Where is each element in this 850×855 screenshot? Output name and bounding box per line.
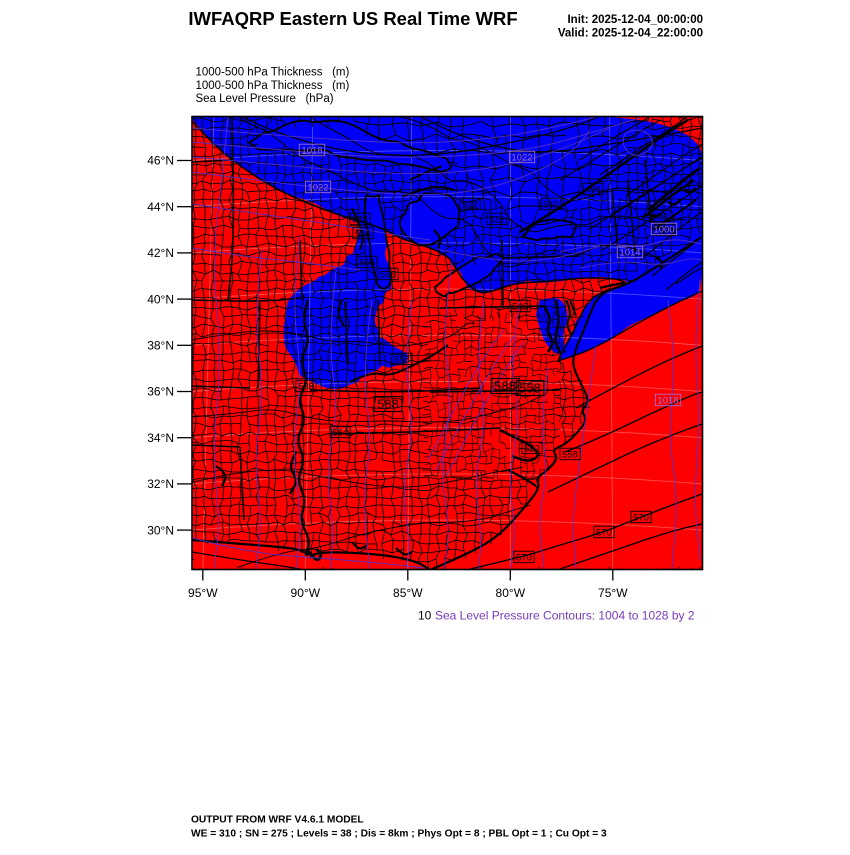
svg-text:488: 488	[652, 211, 668, 222]
svg-text:588: 588	[377, 397, 399, 412]
svg-text:500: 500	[658, 225, 674, 236]
svg-text:1022: 1022	[511, 152, 532, 163]
svg-text:Valid: 2025-12-04_22:00:00: Valid: 2025-12-04_22:00:00	[558, 28, 703, 40]
svg-text:90°W: 90°W	[291, 586, 321, 600]
svg-text:85°W: 85°W	[393, 586, 423, 600]
svg-text:OUTPUT FROM WRF V4.6.1 MODEL: OUTPUT FROM WRF V4.6.1 MODEL	[191, 815, 364, 826]
svg-text:554: 554	[355, 228, 371, 239]
svg-text:38°N: 38°N	[147, 339, 174, 353]
svg-text:588: 588	[494, 379, 516, 394]
svg-text:34°N: 34°N	[147, 431, 174, 445]
svg-text:1000: 1000	[653, 224, 674, 235]
svg-text:44°N: 44°N	[147, 200, 174, 214]
svg-text:Sea Level Pressure Contours: 1: Sea Level Pressure Contours: 1004 to 102…	[435, 609, 695, 623]
svg-text:570: 570	[633, 512, 649, 523]
svg-text:552: 552	[524, 443, 540, 454]
svg-text:80°W: 80°W	[496, 586, 526, 600]
svg-text:Init: 2025-12-04_00:00:00: Init: 2025-12-04_00:00:00	[567, 14, 703, 26]
svg-text:522: 522	[462, 199, 478, 210]
svg-text:496: 496	[585, 184, 601, 195]
svg-text:30°N: 30°N	[147, 523, 174, 537]
svg-text:32°N: 32°N	[147, 477, 174, 491]
svg-text:570: 570	[596, 527, 612, 538]
svg-text:558: 558	[562, 449, 578, 460]
svg-text:570: 570	[516, 552, 532, 563]
svg-text:IWFAQRP Eastern US Real Time W: IWFAQRP Eastern US Real Time WRF	[188, 8, 517, 29]
svg-text:558: 558	[394, 354, 410, 365]
svg-text:36°N: 36°N	[147, 385, 174, 399]
svg-text:546: 546	[512, 301, 528, 312]
svg-text:556: 556	[359, 257, 375, 268]
svg-text:40°N: 40°N	[147, 292, 174, 306]
svg-text:1000-500 hPa Thickness (m): 1000-500 hPa Thickness (m)	[196, 80, 350, 92]
svg-text:510: 510	[543, 199, 559, 210]
svg-text:1018: 1018	[301, 145, 322, 156]
svg-text:1022: 1022	[307, 182, 328, 193]
svg-text:522: 522	[489, 214, 505, 225]
svg-text:564: 564	[332, 427, 348, 438]
svg-text:558: 558	[519, 381, 541, 396]
svg-text:95°W: 95°W	[188, 586, 218, 600]
svg-text:10: 10	[418, 609, 432, 623]
svg-text:42°N: 42°N	[147, 246, 174, 260]
svg-text:1018: 1018	[657, 395, 678, 406]
svg-text:46°N: 46°N	[147, 154, 174, 168]
svg-text:552: 552	[352, 214, 368, 225]
svg-text:1014: 1014	[619, 247, 640, 258]
svg-text:Sea Level Pressure (hPa): Sea Level Pressure (hPa)	[196, 93, 334, 105]
svg-text:556: 556	[380, 269, 396, 280]
svg-text:588: 588	[298, 381, 314, 392]
svg-text:1000-500 hPa Thickness (m): 1000-500 hPa Thickness (m)	[196, 67, 350, 79]
svg-text:WE = 310 ; SN = 275 ; Levels =: WE = 310 ; SN = 275 ; Levels = 38 ; Dis …	[191, 829, 607, 840]
svg-text:75°W: 75°W	[598, 586, 628, 600]
